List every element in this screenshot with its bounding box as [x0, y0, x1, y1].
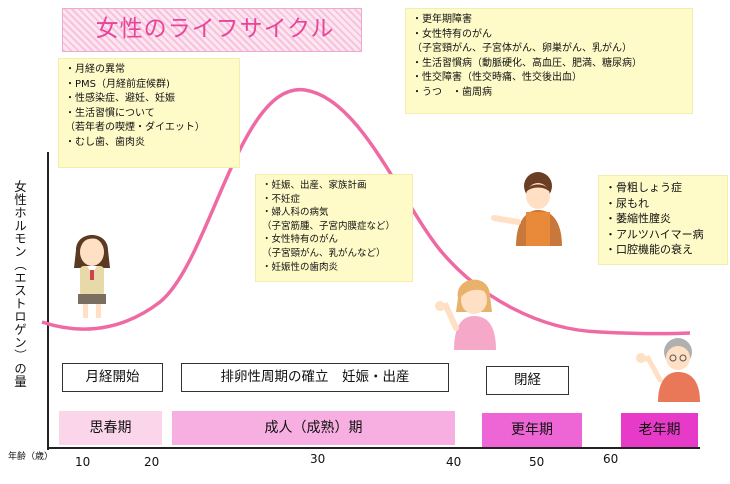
note-line: ・女性特有のがん: [412, 28, 492, 40]
note-line: （子宮筋腫、子宮内膜症など）: [262, 220, 396, 232]
x-tick: 50: [529, 455, 545, 469]
note-menopause: ・更年期障害 ・女性特有のがん （子宮頸がん、子宮体がん、卵巣がん、乳がん） ・…: [405, 8, 693, 114]
period-elderly: 老年期: [621, 413, 698, 447]
note-puberty: ・月経の異常 ・PMS（月経前症候群) ・性感染症、避妊、妊娠 ・生活習慣につい…: [58, 58, 240, 168]
x-tick: 20: [144, 455, 160, 469]
event-ovulation: 排卵性周期の確立 妊娠・出産: [181, 363, 449, 392]
note-line: ・骨粗しょう症: [605, 181, 682, 194]
note-line: ・妊娠性の歯肉炎: [262, 261, 339, 273]
note-mature: ・妊娠、出産、家族計画 ・不妊症 ・婦人科の病気 （子宮筋腫、子宮内膜症など） …: [255, 174, 413, 282]
period-puberty: 思春期: [59, 411, 162, 445]
note-line: ・PMS（月経前症候群): [65, 78, 170, 90]
note-line: ・性感染症、避妊、妊娠: [65, 93, 175, 105]
note-line: ・女性特有のがん: [262, 234, 339, 246]
x-tick: 60: [603, 452, 619, 466]
middle-aged-woman-illustration: [491, 172, 562, 246]
note-line: （子宮頸がん、乳がんなど）: [262, 247, 386, 259]
estrogen-curve: [41, 88, 691, 336]
woman-waving-illustration: [435, 279, 496, 350]
schoolgirl-illustration: [74, 235, 110, 318]
note-line: ・妊娠、出産、家族計画: [262, 180, 367, 191]
note-line: ・月経の異常: [65, 64, 125, 75]
note-line: ・生活習慣について: [65, 107, 155, 119]
note-line: ・生活習慣病（動脈硬化、高血圧、肥満、糖尿病）: [412, 57, 642, 69]
note-line: ・うつ ・歯周病: [412, 86, 492, 98]
page-title: 女性のライフサイクル: [95, 16, 335, 42]
note-line: ・口腔機能の衰え: [605, 243, 693, 256]
x-tick: 40: [446, 455, 462, 469]
x-tick: 30: [310, 452, 326, 466]
x-tick: 10: [75, 455, 91, 469]
note-line: ・尿もれ: [605, 196, 649, 210]
note-line: ・婦人科の病気: [262, 207, 329, 219]
period-mature: 成人（成熟）期: [172, 411, 455, 445]
note-line: ・更年期障害: [412, 14, 472, 25]
note-line: ・むし歯、歯肉炎: [65, 136, 145, 148]
elderly-woman-illustration: [636, 338, 700, 402]
note-line: ・アルツハイマー病: [605, 227, 704, 241]
period-climacteric: 更年期: [482, 413, 582, 447]
note-line: ・性交障害（性交時痛、性交後出血）: [412, 72, 582, 84]
note-line: ・不妊症: [262, 193, 301, 205]
note-line: （若年者の喫煙・ダイエット）: [65, 122, 205, 134]
event-menarche: 月経開始: [62, 363, 163, 392]
title-banner: [62, 8, 362, 52]
note-line: （子宮頸がん、子宮体がん、卵巣がん、乳がん）: [412, 43, 632, 55]
note-line: ・萎縮性腟炎: [605, 212, 671, 225]
note-elderly: ・骨粗しょう症 ・尿もれ ・萎縮性腟炎 ・アルツハイマー病 ・口腔機能の衰え: [598, 175, 728, 265]
x-axis-label: 年齢（歳）: [8, 452, 54, 462]
y-axis-label: 女性ホルモン（エストロゲン）の量: [12, 180, 27, 388]
event-menopause: 閉経: [486, 366, 569, 395]
